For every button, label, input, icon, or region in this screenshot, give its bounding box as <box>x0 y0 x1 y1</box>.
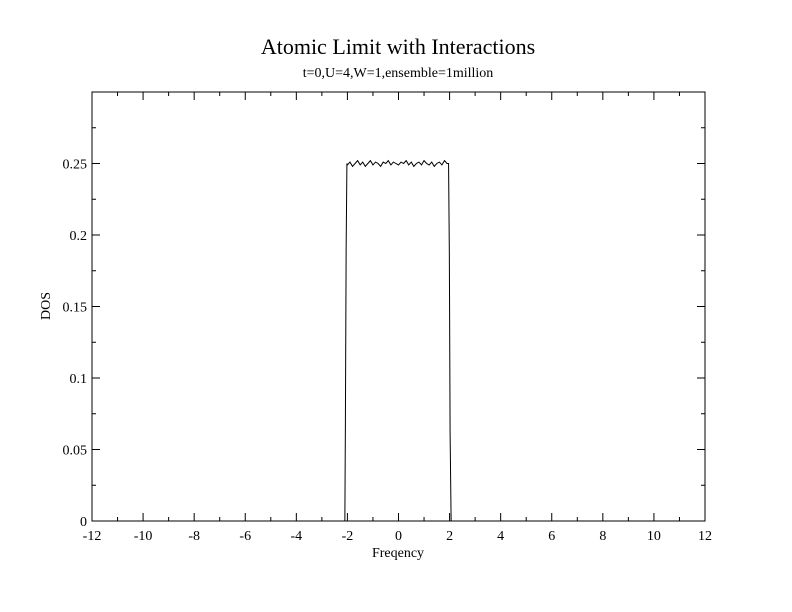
x-tick-label: -10 <box>134 529 153 544</box>
chart-subtitle: t=0,U=4,W=1,ensemble=1million <box>303 66 494 81</box>
y-tick-label: 0 <box>80 515 87 530</box>
dos-series-line <box>92 159 705 522</box>
x-tick-label: -12 <box>83 529 102 544</box>
tick-marks <box>91 92 706 522</box>
x-tick-label: 0 <box>395 529 402 544</box>
series-layer <box>92 159 705 522</box>
chart-title: Atomic Limit with Interactions <box>261 34 535 59</box>
y-tick-label: 0.25 <box>63 158 88 173</box>
y-tick-label: 0.2 <box>70 229 88 244</box>
x-tick-label: -4 <box>290 529 302 544</box>
x-tick-label: -2 <box>342 529 354 544</box>
x-tick-label: -6 <box>239 529 251 544</box>
x-tick-label: 4 <box>497 529 504 544</box>
x-axis-label: Freqency <box>372 546 424 561</box>
x-tick-label: 12 <box>698 529 712 544</box>
x-tick-label: 6 <box>548 529 555 544</box>
y-tick-label: 0.15 <box>63 301 88 316</box>
plot-frame <box>91 91 706 522</box>
y-tick-label: 0.05 <box>63 444 88 459</box>
x-tick-label: 2 <box>446 529 453 544</box>
x-tick-label: -8 <box>188 529 200 544</box>
y-tick-label: 0.1 <box>70 372 88 387</box>
x-tick-label: 8 <box>599 529 606 544</box>
y-axis-label: DOS <box>39 292 54 320</box>
tick-labels: -12 -10 -8 -6 -4 -2 0 2 4 6 8 10 12 0 0.05 0.1 0.15 0.2 0.… <box>63 158 713 545</box>
x-tick-label: 10 <box>647 529 661 544</box>
